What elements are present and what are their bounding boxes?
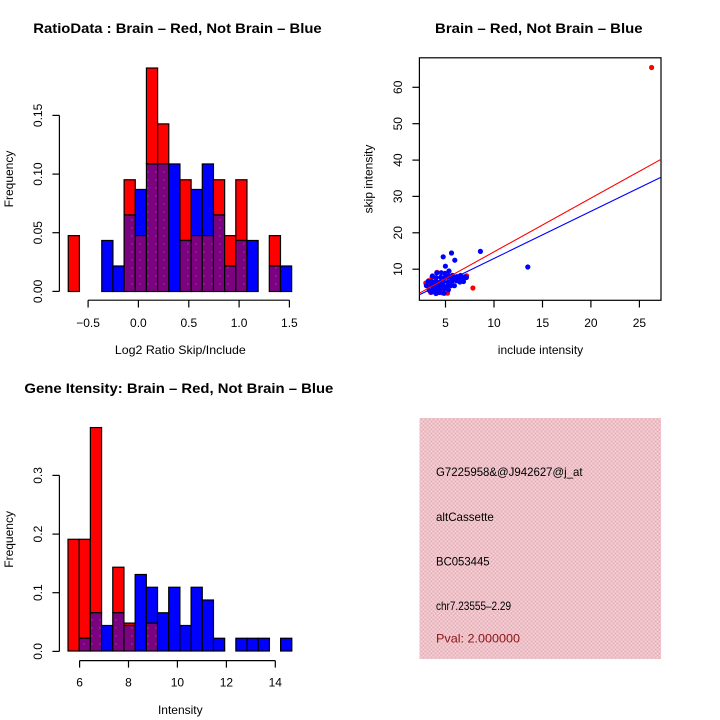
svg-text:Intensity: Intensity [158,703,203,717]
svg-text:Brain – Red, Not Brain – Blue: Brain – Red, Not Brain – Blue [435,21,643,36]
svg-text:10: 10 [487,316,501,330]
svg-text:30: 30 [391,189,405,203]
svg-text:14: 14 [269,676,283,690]
svg-text:60: 60 [391,80,405,94]
svg-text:20: 20 [391,226,405,240]
svg-text:BC053445: BC053445 [436,555,490,569]
svg-text:0.0: 0.0 [31,643,45,660]
svg-text:0.5: 0.5 [180,316,197,330]
svg-text:−0.5: −0.5 [76,316,100,330]
svg-text:0.3: 0.3 [31,467,45,484]
svg-text:40: 40 [391,153,405,167]
svg-text:0.15: 0.15 [31,103,45,127]
svg-text:Pval: 2.000000: Pval: 2.000000 [436,632,520,646]
svg-text:altCassette: altCassette [436,510,494,524]
svg-text:25: 25 [633,316,647,330]
svg-text:0.0: 0.0 [130,316,147,330]
svg-text:0.00: 0.00 [31,279,45,303]
svg-text:Log2 Ratio Skip/Include: Log2 Ratio Skip/Include [115,343,246,357]
svg-text:0.10: 0.10 [31,162,45,186]
svg-text:RatioData : Brain – Red, Not B: RatioData : Brain – Red, Not Brain – Blu… [33,21,322,36]
svg-text:0.1: 0.1 [31,584,45,601]
svg-text:0.2: 0.2 [31,525,45,542]
svg-text:15: 15 [536,316,550,330]
svg-text:include intensity: include intensity [498,343,583,357]
svg-text:G7225958&@J942627@j_at: G7225958&@J942627@j_at [436,465,583,479]
svg-text:10: 10 [391,262,405,276]
svg-text:50: 50 [391,117,405,131]
svg-text:1.0: 1.0 [231,316,248,330]
svg-text:5: 5 [442,316,449,330]
svg-text:chr7.23555–2.29: chr7.23555–2.29 [436,599,511,613]
svg-text:Gene Itensity: Brain – Red, No: Gene Itensity: Brain – Red, Not Brain – … [24,381,333,396]
svg-text:20: 20 [584,316,598,330]
svg-text:8: 8 [125,676,132,690]
svg-text:Frequency: Frequency [2,151,16,208]
svg-text:1.5: 1.5 [281,316,298,330]
svg-text:6: 6 [76,676,83,690]
svg-text:Frequency: Frequency [2,511,16,568]
svg-text:10: 10 [171,676,185,690]
svg-text:0.05: 0.05 [31,221,45,245]
svg-text:skip intensity: skip intensity [362,145,376,214]
svg-text:12: 12 [220,676,234,690]
